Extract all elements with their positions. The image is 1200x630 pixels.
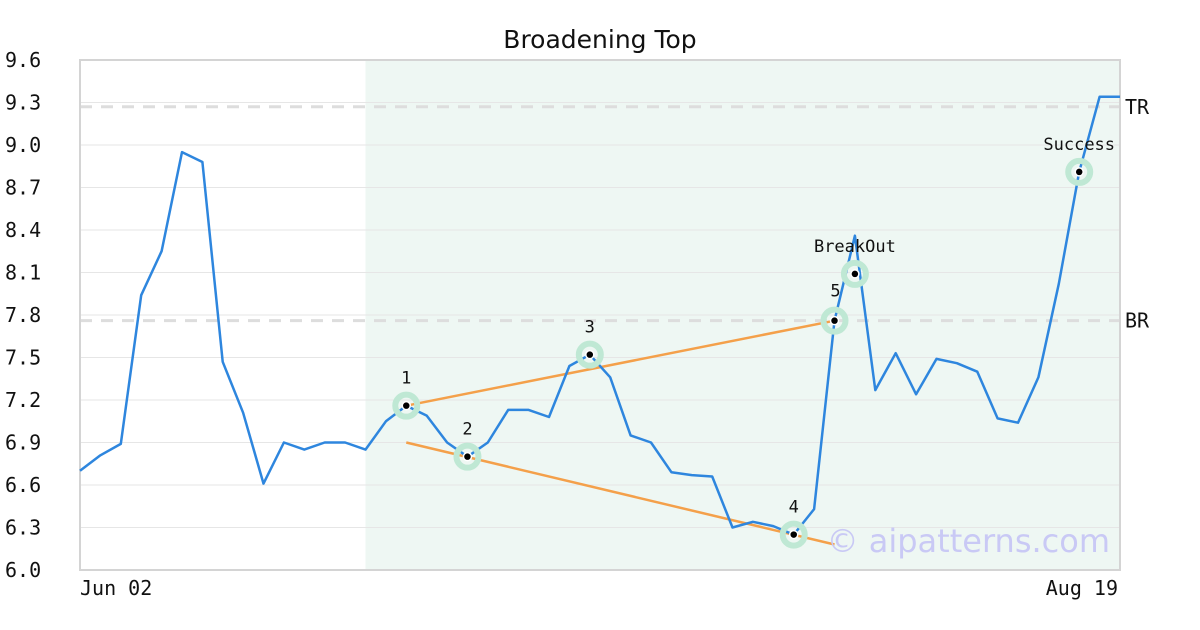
pattern-point-label: BreakOut <box>814 237 896 257</box>
reference-lines: TR BR <box>80 95 1150 333</box>
pattern-point-label: 4 <box>789 498 799 518</box>
pattern-point <box>829 315 840 326</box>
x-tick-label: Aug 19 <box>1046 576 1118 600</box>
y-tick-label: 6.0 <box>5 558 41 582</box>
pattern-point <box>401 400 412 411</box>
reference-line-label: BR <box>1125 309 1150 333</box>
y-tick-label: 8.7 <box>5 176 41 200</box>
pattern-point-label: Success <box>1043 135 1115 155</box>
pattern-point <box>788 529 799 540</box>
pattern-point <box>462 451 473 462</box>
pattern-point-halo <box>1065 157 1094 186</box>
watermark: © aipatterns.com <box>827 522 1110 560</box>
pattern-point-halo <box>392 391 421 420</box>
pattern-point-halo <box>779 520 808 549</box>
y-tick-label: 9.0 <box>5 133 41 157</box>
y-tick-label: 9.3 <box>5 91 41 115</box>
y-tick-label: 7.2 <box>5 388 41 412</box>
pattern-point <box>850 269 860 279</box>
y-tick-label: 8.4 <box>5 218 41 242</box>
pattern-point-halo <box>820 306 849 335</box>
y-tick-label: 6.3 <box>5 516 41 540</box>
grid-lines <box>80 59 1120 571</box>
x-axis: Jun 02 Aug 19 <box>80 576 1118 600</box>
pattern-point <box>585 349 595 360</box>
plot-frame <box>79 59 1121 571</box>
y-axis: 6.0 6.3 6.6 6.9 7.2 7.5 7.8 8.1 8.4 8.7 9.0 9.3 9.6 <box>5 48 41 582</box>
x-tick-label: Jun 02 <box>80 576 152 600</box>
pattern-point-halo <box>840 259 869 288</box>
pattern-point-halo <box>453 442 482 471</box>
pattern-point-halo <box>575 340 604 369</box>
y-tick-label: 7.8 <box>5 303 41 327</box>
pattern-point <box>1074 167 1084 177</box>
pattern-point-label: 5 <box>830 282 840 302</box>
y-tick-label: 6.9 <box>5 431 41 455</box>
y-tick-label: 8.1 <box>5 261 41 285</box>
price-series-line <box>79 95 1120 536</box>
chart-title: Broadening Top <box>503 25 696 54</box>
pattern-point-label: 2 <box>462 420 472 440</box>
pattern-point-label: 3 <box>585 318 595 338</box>
reference-line-label: TR <box>1125 95 1150 119</box>
trendline <box>406 319 835 407</box>
pattern-points: 1 2 3 4 5 BreakOut Success <box>392 135 1115 549</box>
y-tick-label: 7.5 <box>5 346 41 370</box>
pattern-point-label: 1 <box>401 369 411 389</box>
y-tick-label: 9.6 <box>5 48 41 72</box>
y-tick-label: 6.6 <box>5 473 41 497</box>
